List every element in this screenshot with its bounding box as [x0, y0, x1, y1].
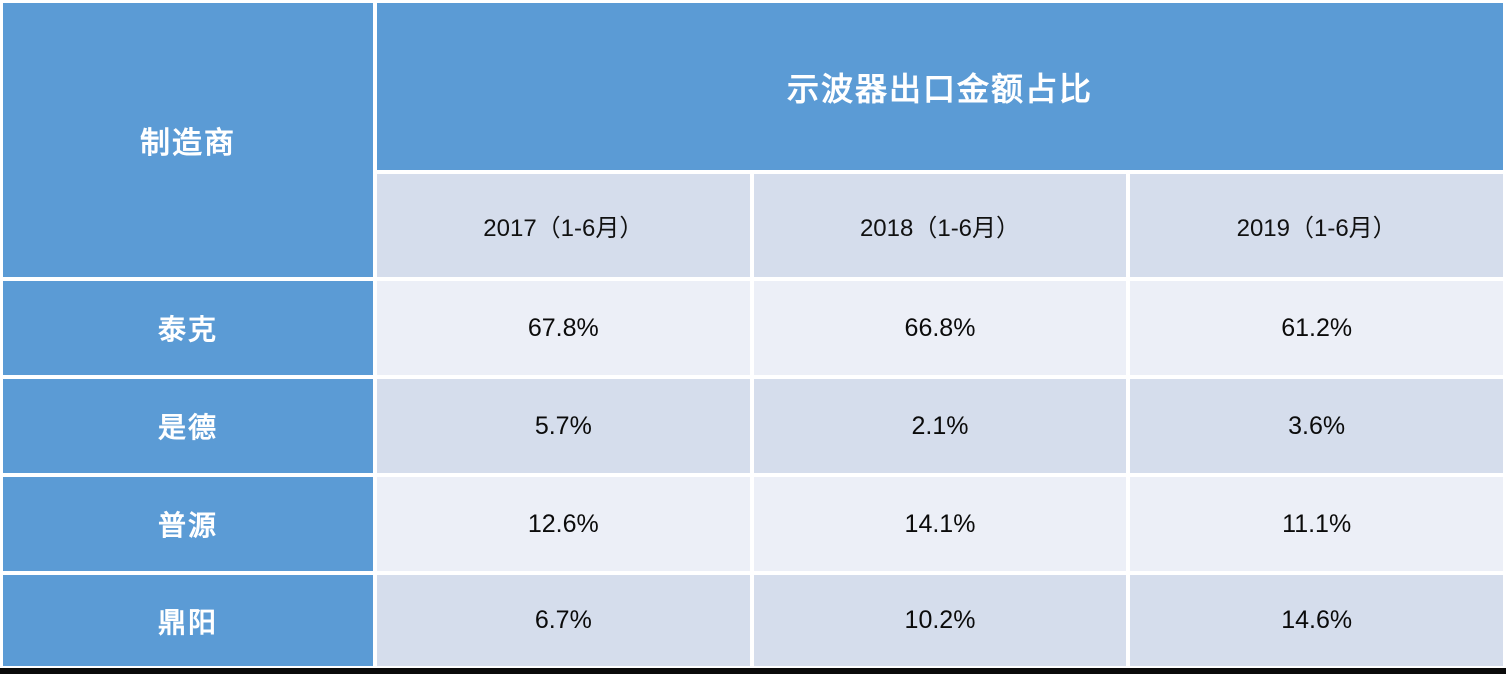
- value-rigol-2017: 12.6%: [377, 477, 750, 571]
- row-label-keysight: 是德: [3, 379, 373, 473]
- row-label-siglent: 鼎阳: [3, 575, 373, 666]
- row-label-rigol: 普源: [3, 477, 373, 571]
- value-siglent-2019: 14.6%: [1130, 575, 1503, 666]
- table-title: 示波器出口金额占比: [377, 3, 1503, 170]
- column-header-2017: 2017（1-6月）: [377, 174, 750, 277]
- value-tektronix-2018: 66.8%: [753, 281, 1127, 375]
- value-siglent-2018: 10.2%: [753, 575, 1127, 666]
- column-header-2018: 2018（1-6月）: [753, 174, 1127, 277]
- value-keysight-2019: 3.6%: [1130, 379, 1503, 473]
- value-rigol-2019: 11.1%: [1130, 477, 1503, 571]
- value-rigol-2018: 14.1%: [753, 477, 1127, 571]
- value-siglent-2017: 6.7%: [377, 575, 750, 666]
- bottom-border: [0, 668, 1506, 674]
- column-header-2019: 2019（1-6月）: [1130, 174, 1503, 277]
- value-keysight-2018: 2.1%: [753, 379, 1127, 473]
- row-header-cell: 制造商: [3, 3, 373, 277]
- row-label-tektronix: 泰克: [3, 281, 373, 375]
- value-keysight-2017: 5.7%: [377, 379, 750, 473]
- value-tektronix-2017: 67.8%: [377, 281, 750, 375]
- value-tektronix-2019: 61.2%: [1130, 281, 1503, 375]
